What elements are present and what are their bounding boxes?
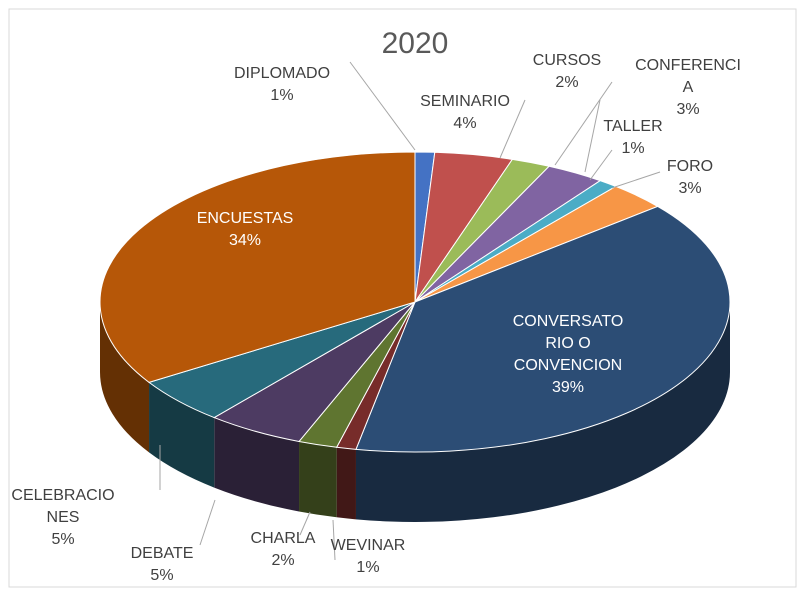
leader-line [589,149,613,181]
slice [355,205,731,453]
data-label: ENCUESTAS 34% [197,208,294,252]
slice-side [100,302,150,453]
category-label: CURSOS [532,52,602,69]
leader-line [299,511,311,536]
value-label: 2% [555,74,579,91]
category-label: ENCUESTAS [196,210,294,227]
value-label: 1% [621,140,645,157]
value-label: 5% [51,531,75,548]
category-label: CHARLA [250,530,316,547]
leader-line [199,499,216,546]
leader-line [584,99,601,173]
data-label: CURSOS 2% [533,50,601,94]
category-label: SEMINARIO [420,93,510,110]
leader-line [499,99,526,159]
value-label: 3% [676,101,700,118]
category-label: WEVINAR [330,537,406,554]
data-label: TALLER 1% [603,116,662,160]
leader-line [349,61,416,151]
value-label: 34% [228,232,262,249]
data-label: CONVERSATORIO O CONVENCION 39% [512,311,624,399]
slice-side [149,382,215,488]
data-label: CELEBRACIONES 5% [7,485,119,551]
category-label: CONVERSATORIO O CONVENCION [512,313,624,374]
data-label: FORO 3% [667,156,713,200]
category-label: CONFERENCIA [635,57,741,96]
leader-line [332,519,336,561]
category-label: FORO [666,158,714,175]
value-label: 1% [270,87,294,104]
slice-side [299,441,337,518]
data-label: DIPLOMADO 1% [234,63,330,107]
value-label: 2% [271,552,295,569]
data-label: SEMINARIO 4% [420,91,510,135]
value-label: 4% [453,115,477,132]
data-label: DEBATE 5% [131,543,194,587]
slice [99,151,416,383]
slice-side [355,302,730,522]
leader-line [611,171,661,189]
category-label: CELEBRACIONES [11,487,115,526]
data-label: WEVINAR 1% [331,535,406,579]
category-label: DIPLOMADO [233,65,331,82]
category-label: TALLER [603,118,663,135]
value-label: 39% [551,379,585,396]
data-label: CHARLA 2% [251,528,316,572]
slice-side [336,447,356,520]
data-label: CONFERENCIA 3% [632,55,744,121]
slice-side [214,417,300,512]
value-label: 3% [678,180,702,197]
value-label: 1% [356,559,380,576]
chart-title: 2020 [382,27,449,60]
leader-line [554,81,613,166]
category-label: DEBATE [130,545,194,562]
value-label: 5% [150,567,174,584]
